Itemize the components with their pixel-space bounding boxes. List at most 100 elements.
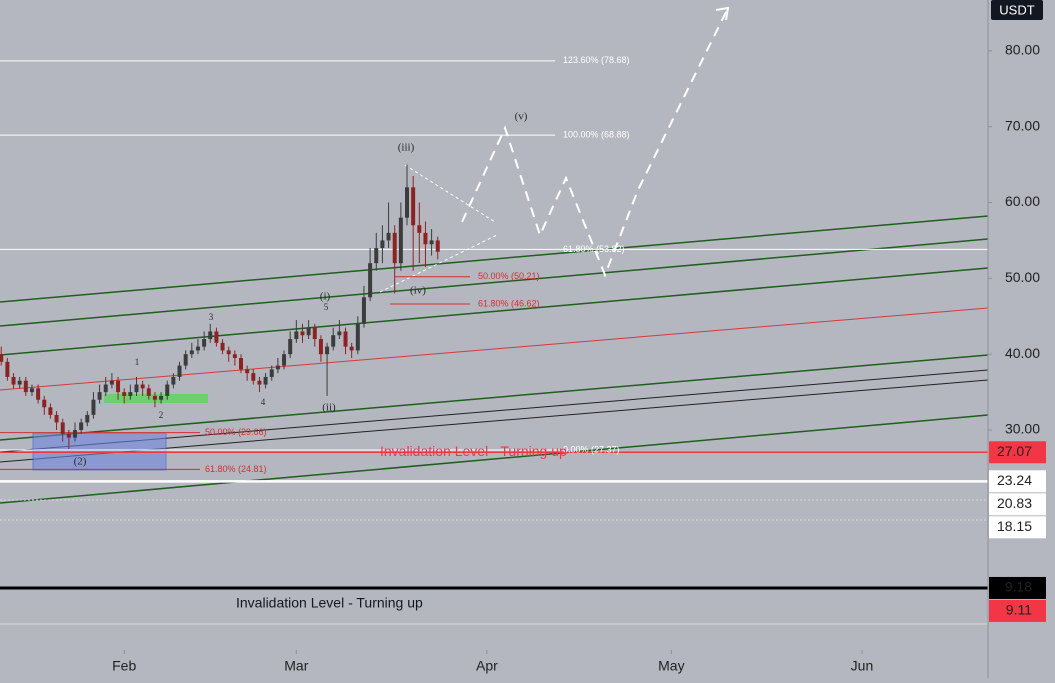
candle-body [195,346,200,351]
candle-body [103,384,108,393]
candle-body [140,384,145,389]
candle-body [435,240,440,252]
candle-body [374,248,379,264]
plot-area [0,6,989,625]
unit-label: USDT [999,2,1034,17]
channel-line [0,307,989,391]
candle-body [109,380,114,385]
candle-body [116,380,121,393]
candle-body [97,392,102,400]
fib-label: 61.80% (46.62) [478,298,540,308]
candle-body [79,422,84,431]
candle-body [306,327,311,336]
candle-body [91,399,96,415]
candle-body [48,407,53,415]
candle-body [423,232,428,245]
price-tag-label: 9.11 [1006,602,1032,618]
x-tick-label: Feb [112,658,136,674]
candle-body [361,297,366,324]
price-tag [989,599,1046,622]
candle-body [171,376,176,385]
candle-body [42,399,47,408]
fib-label: 0.00% (27.37) [563,444,620,454]
wave-label: 3 [209,312,214,322]
candle-body [36,388,41,400]
channel-line [0,354,989,441]
x-tick-label: Jun [851,658,874,674]
wave-label: 1 [135,357,140,367]
candle-body [429,240,434,245]
candle-body [5,361,10,377]
candle-body [17,380,22,385]
candle-body [214,331,219,343]
candle-body [73,430,78,438]
candle-body [66,433,71,438]
candle-body [122,392,127,396]
wave-labels: (v) (iii) (iv) (i) 5 3 1 2 4 (ii) (2) [74,111,528,468]
wave-label: (iv) [410,285,426,297]
candle-body [312,327,317,340]
candle-body [282,354,287,366]
channel-line [0,238,989,327]
candle-body [23,380,28,393]
wave-label: (v) [515,111,528,123]
x-tick-label: Mar [284,658,308,674]
candle-body [318,339,323,355]
candle-body [177,365,182,377]
candle-body [0,354,4,362]
price-tag-label: 20.83 [997,495,1032,511]
candle-body [355,323,360,351]
y-tick-label: 40.00 [1005,345,1040,361]
candle-body [11,376,16,385]
triangle-line [379,234,498,293]
candle-body [392,232,397,264]
wave-label: (2) [74,456,87,468]
candle-body [60,422,65,434]
fib-label: 100.00% (68.88) [563,130,630,140]
candle-body [337,331,342,336]
y-tick-label: 30.00 [1005,421,1040,437]
candle-body [300,331,305,336]
fib-label: 123.60% (78.68) [563,55,630,65]
candle-body [245,369,250,374]
candle-body [226,350,231,355]
candle-body [128,392,133,396]
candle-body [263,376,268,385]
price-tag [989,516,1046,539]
candle-body [29,388,34,393]
candle-body [146,388,151,396]
candle-body [189,350,194,355]
price-tag-label: 9.18 [1005,579,1032,595]
candle-body [405,187,410,218]
y-tick-label: 60.00 [1005,193,1040,209]
price-tag [989,441,1046,464]
candle-body [417,225,422,233]
candle-body [208,331,213,340]
unit-box [991,0,1043,20]
candle-body [411,187,416,226]
channel-line [0,414,989,504]
annotation: Invalidation Level - Turning up [236,595,423,611]
fib-label: 50.00% (29.66) [205,427,267,437]
candle-body [202,339,207,347]
y-tick-label: 70.00 [1005,117,1040,133]
wave-label: (iii) [398,142,415,154]
fib-label: 61.80% (53.82) [563,244,625,254]
candle-body [269,369,274,377]
zone-box [32,432,167,471]
annotation: Invalidation Level - Turning up [380,443,567,459]
candle-body [368,263,373,298]
channel-line [0,215,989,303]
wave-label: 5 [324,302,329,312]
candle-body [275,365,280,370]
candle-body [165,384,170,396]
x-tick-label: May [658,658,684,674]
candle-body [349,346,354,351]
candle-body [152,395,157,400]
wave-label: 2 [159,410,164,420]
y-tick-label: 80.00 [1005,42,1040,58]
candle-body [343,331,348,347]
candle-body [159,395,164,400]
